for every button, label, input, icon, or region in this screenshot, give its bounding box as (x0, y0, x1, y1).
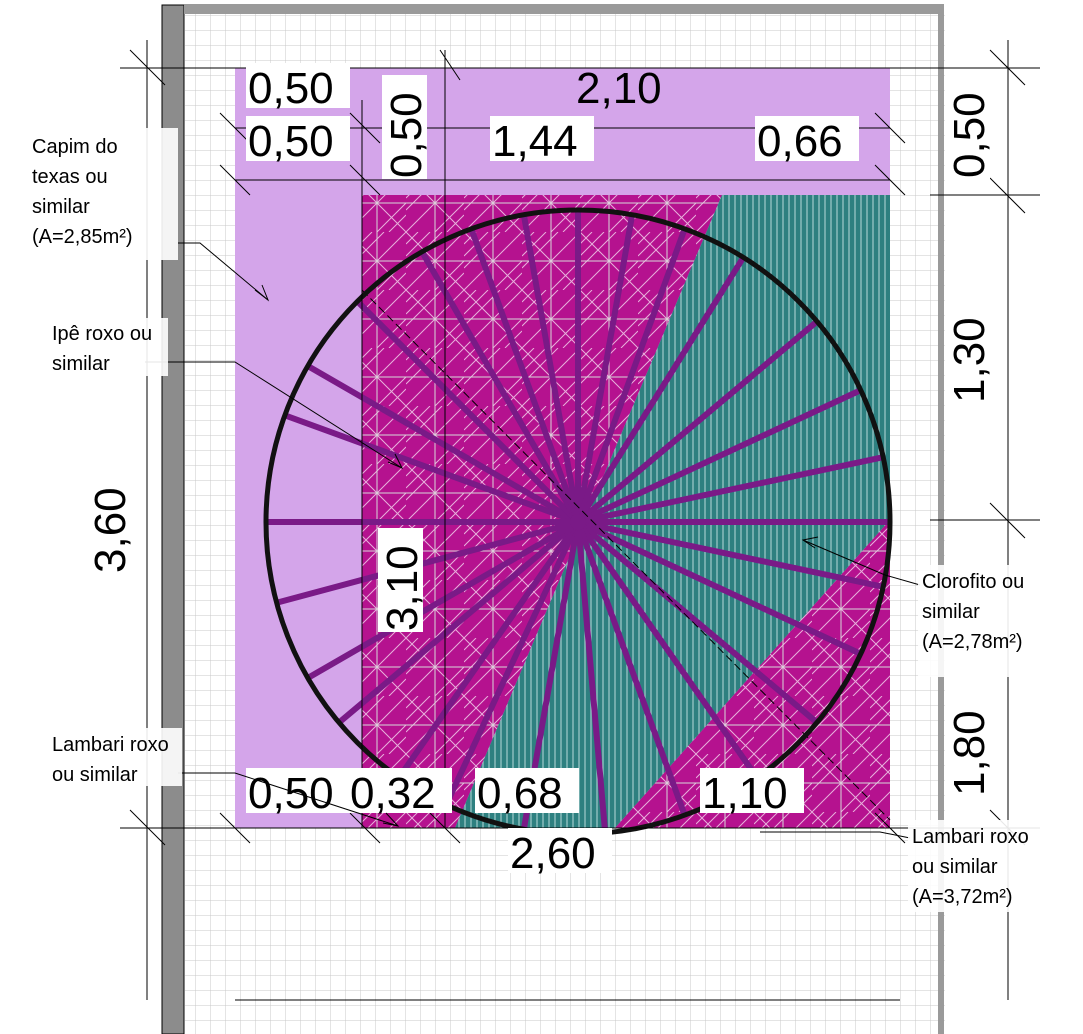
ipe-tree (266, 210, 890, 834)
label-clorofito-line1: Clorofito ou (922, 571, 1024, 593)
dim-right-top: 0,50 (945, 92, 994, 178)
label-lambari-right: Lambari roxo ou similar (A=3,72m²) (908, 820, 1083, 912)
label-ipe-line1: Ipê roxo ou (52, 323, 152, 345)
tree-branch (443, 519, 581, 808)
label-clorofito-line2: similar (922, 601, 980, 623)
tree-branch (304, 519, 581, 681)
dim-top-left-b: 0,50 (248, 117, 334, 166)
label-clorofito: Clorofito ou similar (A=2,78m²) (918, 565, 1078, 677)
label-ipe-line2: similar (52, 353, 110, 375)
label-lambari-left-line2: ou similar (52, 764, 138, 786)
label-ipe: Ipê roxo ou similar (48, 318, 168, 376)
tree-branch (575, 254, 747, 525)
tree-branch (575, 211, 636, 525)
tree-branch (575, 454, 887, 525)
tree-branch (575, 519, 609, 834)
leader-arrowheads (254, 284, 819, 827)
tree-branch (396, 519, 581, 781)
label-lambari-right-line2: ou similar (912, 856, 998, 878)
tree-branch (335, 519, 581, 726)
dim-right-bottom: 1,80 (945, 710, 994, 796)
diagonal-reference (361, 289, 891, 821)
wall-right (938, 14, 944, 1034)
tree-branch (419, 248, 581, 525)
label-lambari-left: Lambari roxo ou similar (48, 728, 182, 786)
label-capim-line4: (A=2,85m²) (32, 226, 133, 248)
tree-branch (354, 298, 581, 525)
label-lambari-right-line3: (A=3,72m²) (912, 886, 1013, 908)
tree-branch (575, 225, 688, 525)
tree-branch (575, 519, 887, 590)
leader-lines (145, 242, 921, 839)
tree-branch (520, 211, 581, 525)
tree-branch (575, 519, 688, 819)
label-clorofito-line3: (A=2,78m²) (922, 631, 1023, 653)
label-capim-line1: Capim do (32, 136, 118, 158)
tree-branch (575, 519, 864, 657)
tree-branch (468, 225, 581, 525)
label-lambari-right-line1: Lambari roxo (912, 826, 1029, 848)
tree-branch (575, 318, 821, 525)
dim-top-mid: 1,44 (492, 117, 578, 166)
tree-branch (304, 363, 581, 525)
dim-bottom-a: 0,50 (248, 769, 334, 818)
dim-inner-vertical: 3,10 (378, 545, 427, 631)
wall-top (184, 4, 944, 14)
label-capim-line3: similar (32, 196, 90, 218)
label-capim-line2: texas ou (32, 166, 108, 188)
label-capim: Capim do texas ou similar (A=2,85m²) (28, 128, 178, 260)
dim-bottom-b: 0,32 (350, 769, 436, 818)
dim-top-right: 0,66 (757, 117, 843, 166)
dim-top-vertical: 0,50 (382, 92, 431, 178)
dim-bottom-c: 0,68 (477, 769, 563, 818)
dim-bottom-total: 2,60 (510, 829, 596, 878)
tree-branch (281, 412, 581, 525)
tree-branch (575, 519, 760, 781)
tree-trunk (570, 514, 586, 530)
dim-right-mid: 1,30 (945, 317, 994, 403)
tree-branch (575, 387, 864, 525)
tree-branch (273, 519, 581, 606)
dim-top-left-a: 0,50 (248, 64, 334, 113)
dimension-labels: 0,50 2,10 0,50 1,44 0,66 0,50 0,50 1,30 … (86, 63, 994, 878)
tree-branch (575, 519, 821, 726)
dim-top-total: 2,10 (576, 64, 662, 113)
dim-bottom-d: 1,10 (702, 769, 788, 818)
label-lambari-left-line1: Lambari roxo (52, 734, 169, 756)
dim-left-total: 3,60 (86, 487, 135, 573)
